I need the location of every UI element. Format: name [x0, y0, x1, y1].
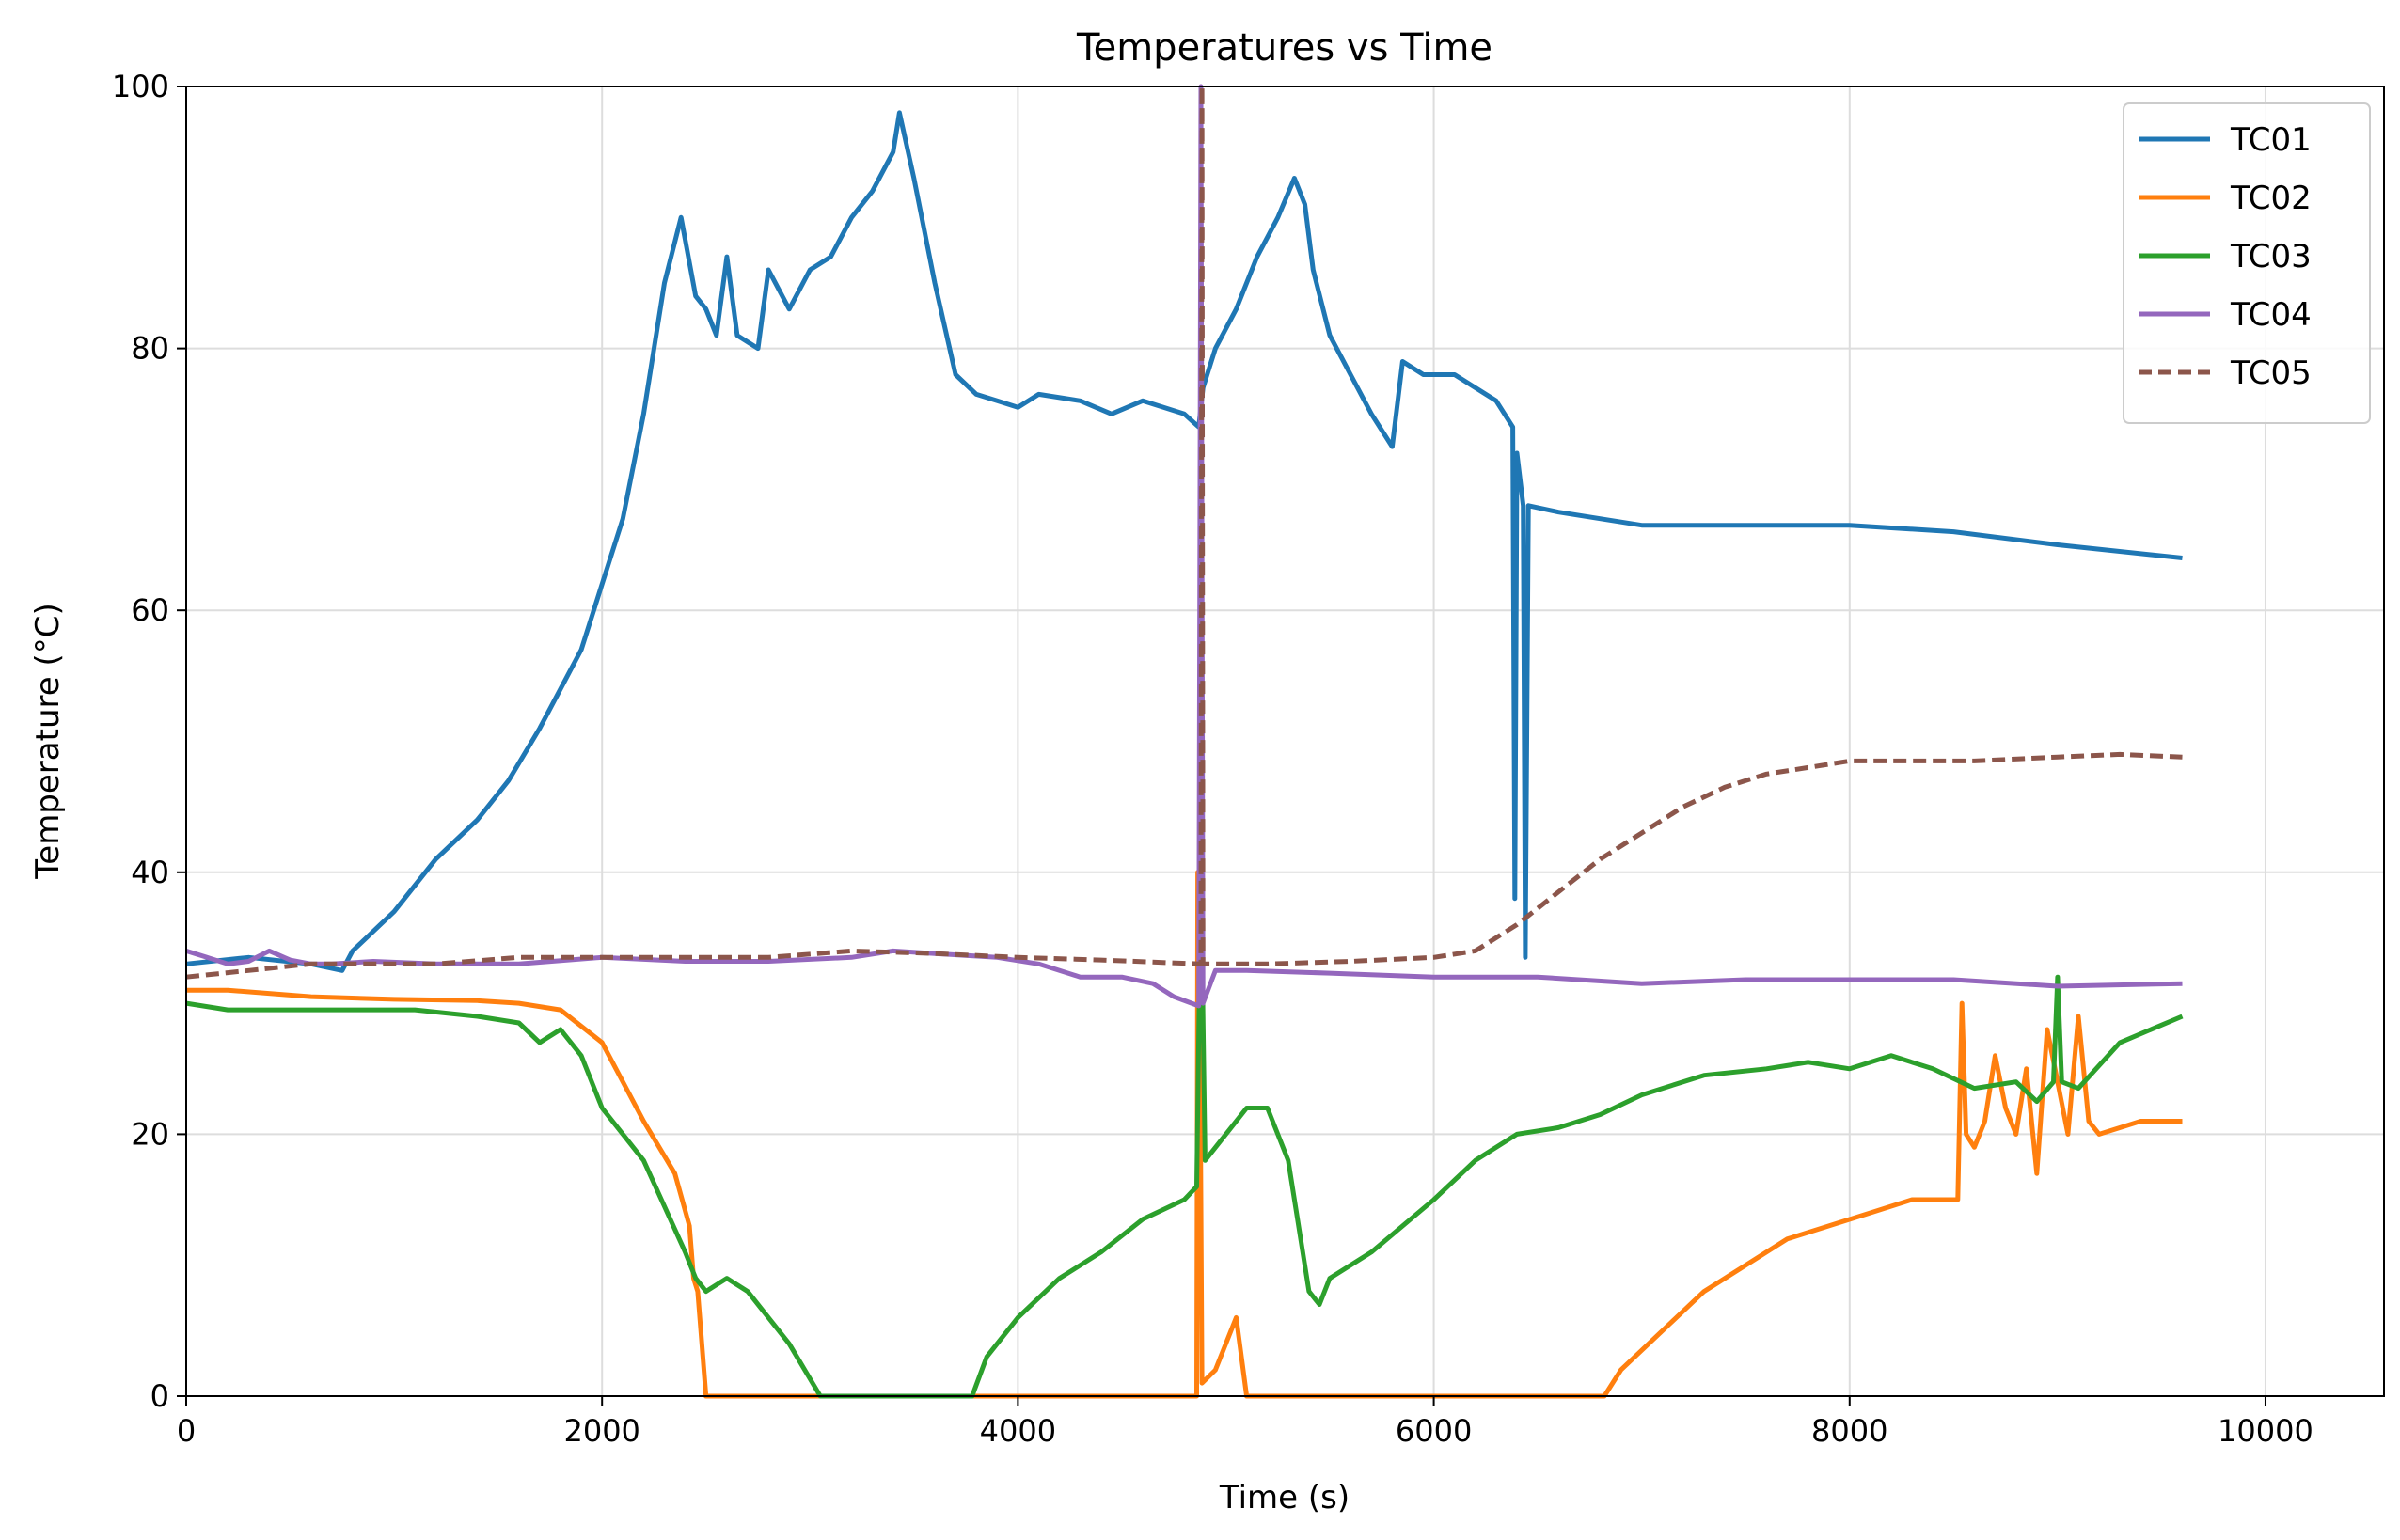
x-tick-label: 2000 — [563, 1413, 639, 1449]
x-tick-label: 8000 — [1811, 1413, 1887, 1449]
legend-box — [2123, 102, 2371, 424]
legend: TC01 TC02 TC03 TC04 TC05 — [2123, 102, 2371, 424]
legend-label-tc01: TC01 — [2230, 121, 2312, 159]
y-tick-label: 0 — [150, 1378, 169, 1414]
legend-label-tc02: TC02 — [2230, 180, 2312, 217]
x-tick-label: 10000 — [2218, 1413, 2313, 1449]
y-tick-label: 100 — [112, 69, 169, 104]
series-layer — [185, 84, 2184, 1399]
x-tick-label: 4000 — [980, 1413, 1056, 1449]
x-tick-label: 0 — [177, 1413, 196, 1449]
series-line-tc05 — [185, 84, 2183, 980]
x-axis-label: Time (s) — [1219, 1479, 1350, 1516]
series-line-tc02 — [186, 870, 2183, 1399]
legend-label-tc04: TC04 — [2230, 296, 2312, 334]
legend-label-tc03: TC03 — [2230, 238, 2312, 275]
y-tick-label: 60 — [131, 592, 169, 628]
series-line-tc01 — [185, 110, 2183, 973]
y-tick-label: 20 — [131, 1116, 169, 1152]
x-tick-label: 6000 — [1396, 1413, 1472, 1449]
chart-title: Temperatures vs Time — [1076, 26, 1492, 70]
plot-frame — [185, 86, 2385, 1397]
series-line-tc03 — [185, 870, 2184, 1399]
y-axis-label: Temperature (°C) — [29, 603, 67, 879]
y-tick-label: 40 — [131, 855, 169, 890]
y-tick-label: 80 — [131, 331, 169, 367]
legend-label-tc05: TC05 — [2230, 354, 2312, 392]
axis-ticks: 0 2000 4000 6000 8000 10000 0 20 40 60 80 100 — [112, 69, 2313, 1449]
